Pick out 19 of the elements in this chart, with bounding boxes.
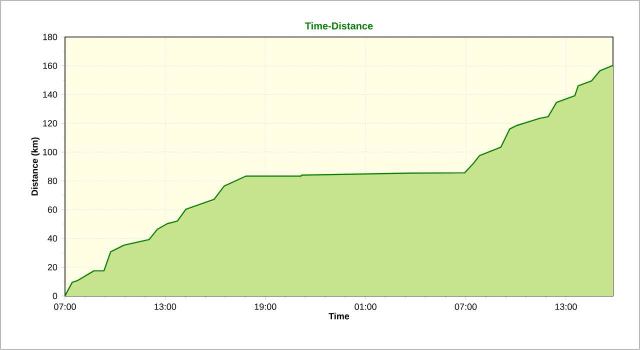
x-tick-label: 01:00 [354, 304, 376, 310]
y-tick-label: 180 [43, 34, 58, 40]
x-tick-label: 07:00 [454, 304, 477, 310]
y-tick-label: 60 [48, 206, 58, 213]
y-tick-label: 140 [43, 91, 58, 98]
chart-title: Time-Distance [305, 22, 373, 30]
y-tick-label: 100 [43, 148, 58, 156]
x-axis-title: Time [328, 312, 350, 320]
x-tick-label: 07:00 [54, 304, 76, 310]
y-axis-title: Distance (km) [31, 137, 40, 196]
x-tick-label: 13:00 [555, 304, 577, 310]
y-tick-label: 160 [43, 62, 58, 69]
x-tick-label: 19:00 [254, 304, 276, 310]
y-tick-label: 120 [43, 120, 58, 127]
y-tick-label: 80 [48, 178, 58, 184]
y-tick-label: 20 [48, 264, 58, 270]
y-tick-label: 40 [48, 235, 58, 242]
y-tick-label: 0 [52, 292, 58, 300]
x-tick-label: 13:00 [154, 304, 176, 310]
